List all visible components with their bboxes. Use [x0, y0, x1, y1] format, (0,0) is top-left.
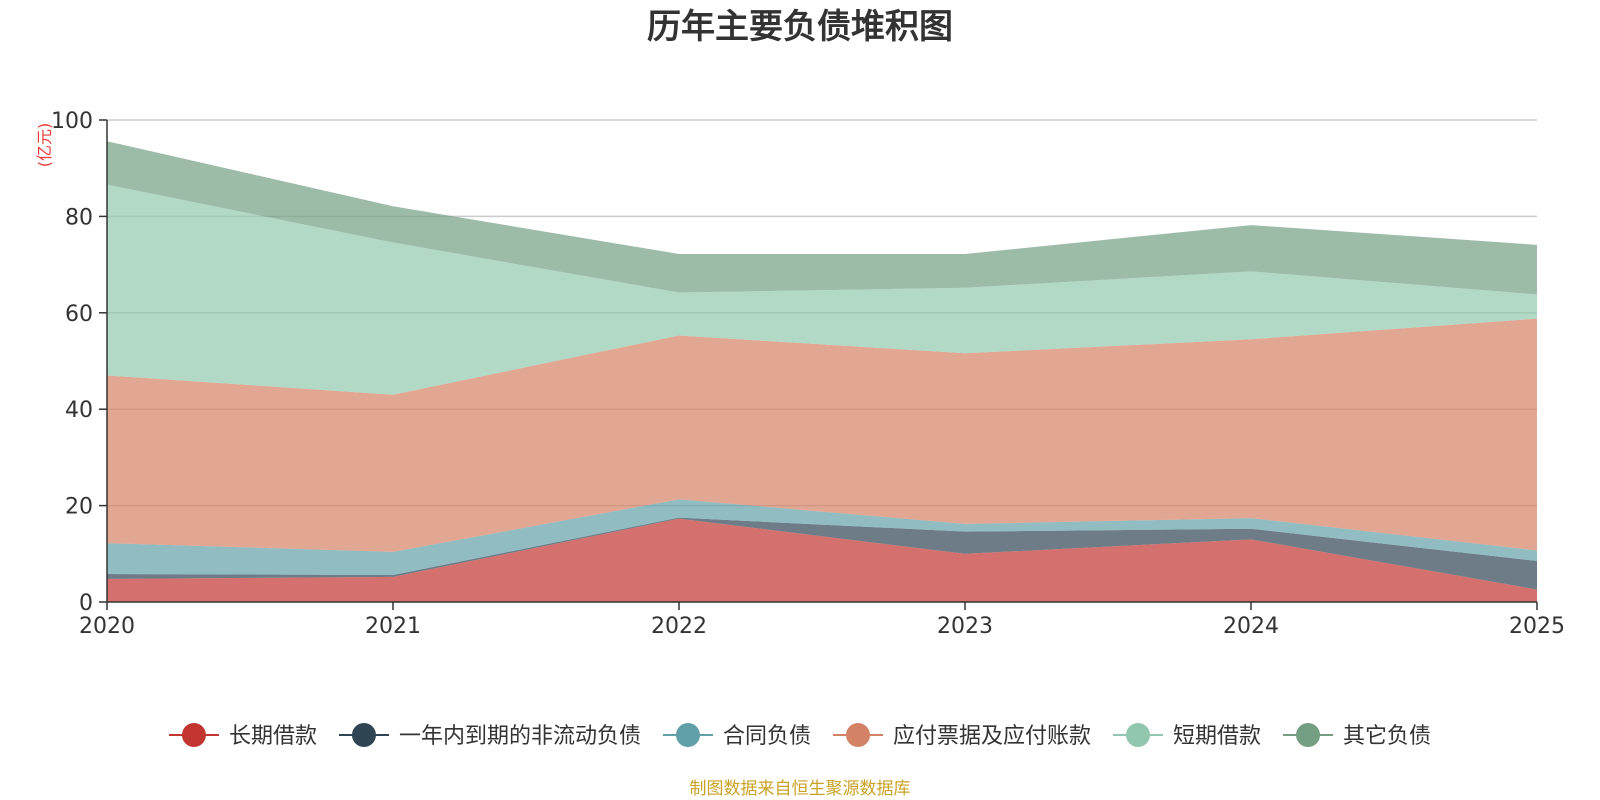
y-tick-label: 40 — [65, 398, 93, 423]
tick-labels: 0 20 40 60 80 100 2020 2021 2022 2023 2024 2025 — [51, 109, 1565, 639]
legend-label: 短期借款 — [1173, 724, 1261, 749]
y-tick-label: 0 — [79, 591, 93, 616]
x-tick-label: 2022 — [651, 614, 707, 639]
legend-label: 一年内到期的非流动负债 — [399, 724, 641, 749]
axes — [99, 119, 1538, 610]
legend-label: 合同负债 — [723, 724, 811, 749]
legend-circle-icon — [351, 723, 376, 747]
x-tick-label: 2025 — [1509, 614, 1565, 639]
source-note: 制图数据来自恒生聚源数据库 — [690, 779, 911, 799]
legend-label: 应付票据及应付账款 — [893, 724, 1091, 749]
legend-label: 长期借款 — [229, 724, 317, 749]
legend-circle-icon — [1126, 723, 1151, 747]
legend-item[interactable]: 短期借款 — [1113, 723, 1261, 749]
legend-label: 其它负债 — [1343, 724, 1431, 749]
legend-item[interactable]: 应付票据及应付账款 — [833, 723, 1091, 749]
x-tick-label: 2021 — [365, 614, 421, 639]
x-tick-label: 2024 — [1223, 614, 1279, 639]
y-tick-label: 80 — [65, 205, 93, 230]
legend: 长期借款 一年内到期的非流动负债 合同负债 应付票据及应付账款 短期借款 其它负债 — [168, 723, 1431, 749]
area-series — [107, 318, 1537, 552]
legend-item[interactable]: 一年内到期的非流动负债 — [338, 723, 641, 749]
x-tick-label: 2020 — [79, 614, 135, 639]
y-axis-unit-label: (亿元) — [35, 123, 54, 168]
area-series — [107, 499, 1537, 576]
area-series — [107, 184, 1537, 395]
legend-circle-icon — [846, 723, 870, 747]
legend-circle-icon — [1296, 723, 1321, 747]
x-tick-label: 2023 — [937, 614, 993, 639]
legend-item[interactable]: 其它负债 — [1283, 723, 1431, 749]
legend-item[interactable]: 合同负债 — [662, 723, 811, 749]
area-series — [107, 141, 1537, 295]
y-tick-label: 60 — [65, 302, 93, 327]
area-series — [107, 518, 1537, 602]
chart-title: 历年主要负债堆积图 — [647, 7, 953, 47]
legend-circle-icon — [181, 723, 206, 747]
legend-item[interactable]: 长期借款 — [168, 723, 317, 749]
area-series — [107, 517, 1537, 590]
y-tick-label: 20 — [65, 495, 93, 520]
y-tick-label: 100 — [51, 109, 93, 134]
legend-circle-icon — [675, 723, 700, 747]
area-layers — [107, 141, 1537, 602]
